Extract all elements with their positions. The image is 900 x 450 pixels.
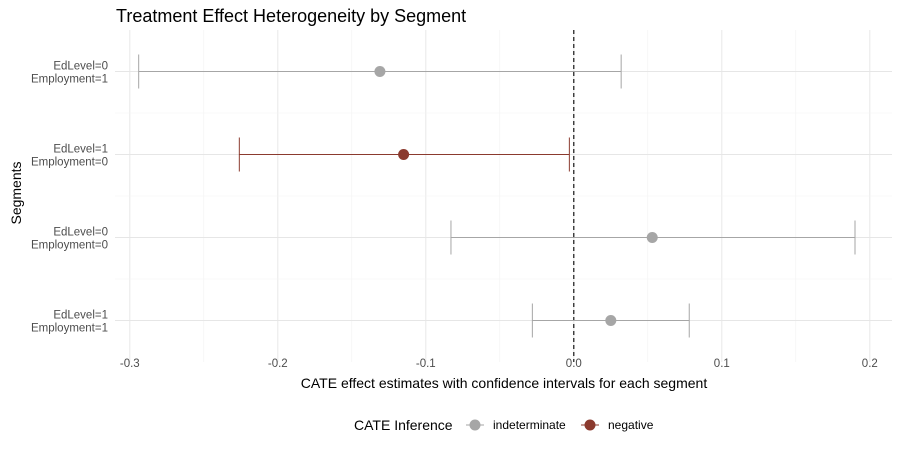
estimate-point xyxy=(398,149,410,160)
legend-title: CATE Inference xyxy=(354,417,453,433)
legend-key-point xyxy=(584,419,596,431)
y-tick-label: EdLevel=0 xyxy=(53,227,108,239)
y-tick-label: EdLevel=0 xyxy=(53,61,108,73)
y-tick-label: Employment=1 xyxy=(31,74,108,86)
segment-2 xyxy=(450,220,856,255)
y-tick-labels: EdLevel=0Employment=1EdLevel=1Employment… xyxy=(31,61,108,335)
legend-label: indeterminate xyxy=(493,418,566,432)
x-axis-title: CATE effect estimates with confidence in… xyxy=(301,375,708,391)
legend-label: negative xyxy=(608,418,654,432)
legend-item-negative: negative xyxy=(581,418,654,432)
legend-item-indeterminate: indeterminate xyxy=(466,418,566,432)
y-tick-label: EdLevel=1 xyxy=(53,310,108,322)
x-tick-label: 0.1 xyxy=(714,358,730,370)
x-tick-label: -0.3 xyxy=(120,358,140,370)
x-tick-label: 0.0 xyxy=(566,358,582,370)
y-tick-label: EdLevel=1 xyxy=(53,144,108,156)
x-tick-label: 0.2 xyxy=(862,358,878,370)
estimate-point xyxy=(605,315,617,326)
y-tick-label: Employment=1 xyxy=(31,323,108,335)
segment-0 xyxy=(138,54,622,89)
grid-layer xyxy=(115,30,892,362)
y-tick-label: Employment=0 xyxy=(31,157,108,169)
x-tick-label: -0.1 xyxy=(416,358,436,370)
segment-3 xyxy=(531,303,690,338)
segment-1 xyxy=(238,137,570,172)
chart-title: Treatment Effect Heterogeneity by Segmen… xyxy=(116,6,466,26)
data-layer xyxy=(138,54,856,338)
estimate-point xyxy=(374,66,386,77)
y-tick-label: Employment=0 xyxy=(31,240,108,252)
legend-items: indeterminate negative xyxy=(466,418,654,432)
y-axis-title: Segments xyxy=(8,161,24,224)
x-tick-labels: -0.3 -0.2 -0.1 0.0 0.1 0.2 xyxy=(120,358,878,370)
x-tick-label: -0.2 xyxy=(268,358,288,370)
legend-key-point xyxy=(469,419,481,431)
estimate-point xyxy=(646,232,658,243)
legend: CATE Inference indeterminate negative xyxy=(354,417,654,433)
